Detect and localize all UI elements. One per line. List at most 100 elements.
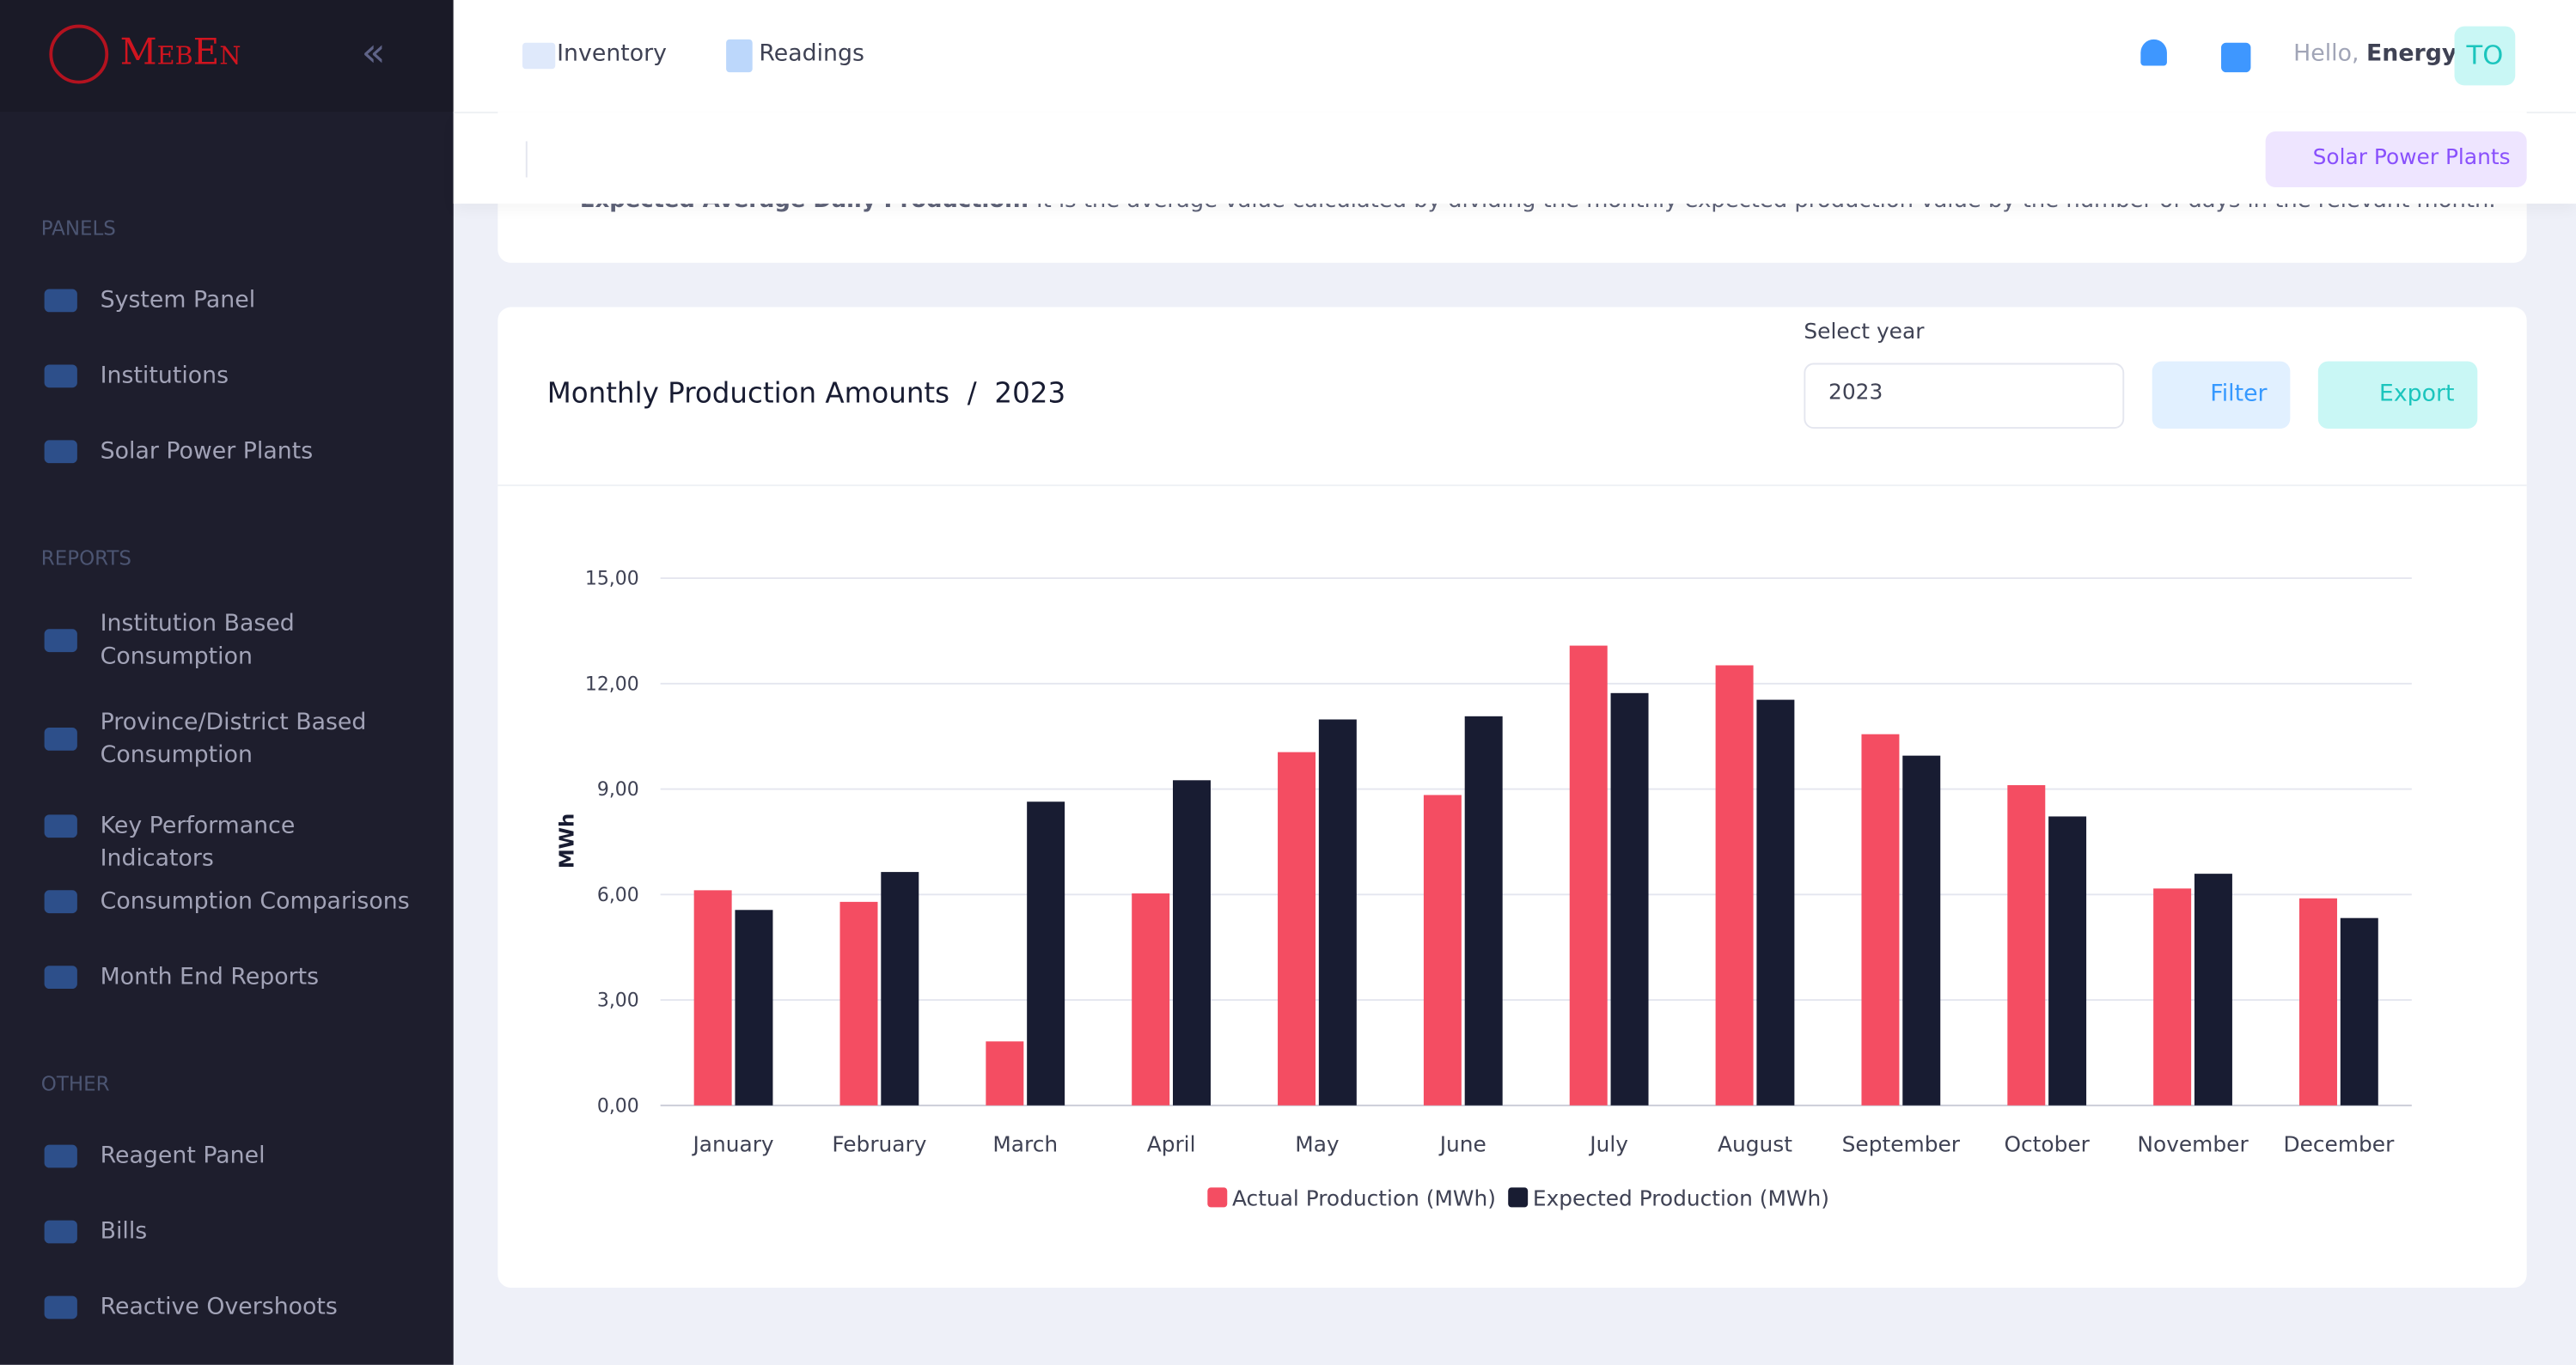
menu-item[interactable]: Province/District Based Consumption [100, 709, 367, 769]
menu-icon [44, 440, 77, 464]
y-tick-label: 3,00 [597, 990, 639, 1012]
menu-icon [44, 814, 77, 838]
section-title: OTHER [40, 1072, 110, 1096]
greeting-text: Hello, [2293, 40, 2359, 68]
bar [735, 910, 773, 1106]
bar [693, 890, 732, 1106]
x-tick-label: November [2137, 1131, 2249, 1156]
x-tick-label: April [1147, 1131, 1196, 1156]
x-tick-label: May [1295, 1131, 1339, 1156]
topbar: Inventory Readings Hello, Energy TO [453, 0, 2576, 113]
menu-item[interactable]: Month End Reports [100, 964, 320, 990]
menu-item[interactable]: Key Performance Indicators [100, 813, 296, 873]
user-name: Energy [2366, 40, 2457, 68]
bar [2299, 898, 2337, 1106]
bar [1173, 780, 1211, 1106]
bar [1318, 719, 1357, 1106]
separator: / [967, 377, 977, 411]
title: Monthly Production Amounts [546, 377, 950, 411]
menu-icon [44, 890, 77, 914]
bar [2007, 785, 2046, 1106]
chart: 0,00 3,00 6,00 9,00 12,00 15,00 MWh January Febr… [556, 569, 2412, 1210]
menu-icon [44, 728, 77, 751]
bar [2194, 874, 2232, 1106]
logo [49, 24, 109, 84]
action-button[interactable]: Solar Power Plants [2265, 131, 2527, 187]
x-tick-label: September [1842, 1131, 1961, 1156]
bar [1715, 665, 1754, 1106]
x-tick-label: February [832, 1131, 926, 1156]
bar [839, 901, 878, 1106]
y-axis-label: MWh [556, 814, 578, 868]
x-tick-label: June [1438, 1131, 1486, 1156]
bar [2153, 888, 2192, 1106]
tab[interactable]: Inventory [557, 40, 668, 68]
menu-item[interactable]: Institutions [100, 363, 229, 390]
subheader: Solar Power Plants [453, 113, 2576, 204]
avatar[interactable]: TO [2454, 26, 2516, 86]
bar [1464, 716, 1503, 1106]
menu-item[interactable]: Solar Power Plants [100, 438, 314, 466]
tab[interactable]: Readings [759, 40, 864, 68]
legend-label: Actual Production (MWh) [1232, 1185, 1496, 1210]
legend-swatch [1508, 1187, 1529, 1208]
select-label: Select year [1804, 320, 1925, 345]
menu-item[interactable]: System Panel [100, 287, 256, 314]
y-tick-label: 15,00 [585, 569, 639, 590]
y-tick-label: 6,00 [597, 885, 639, 906]
menu-item[interactable]: Consumption Comparisons [100, 888, 410, 915]
export-button[interactable]: Export [2317, 361, 2478, 430]
greeting: Hello, Energy [2293, 41, 2457, 68]
menu-item[interactable]: Institution Based Consumption [100, 611, 295, 671]
divider [525, 141, 528, 178]
menu-icon [44, 629, 77, 653]
y-tick-label: 0,00 [597, 1095, 639, 1117]
bar [1423, 795, 1462, 1106]
bar [1756, 699, 1795, 1106]
menu-icon [44, 289, 77, 313]
year: 2023 [994, 377, 1066, 411]
year-select[interactable]: 2023 [1804, 363, 2125, 430]
bar [881, 872, 919, 1106]
x-tick-label: October [2004, 1131, 2090, 1156]
sidebar: MebEn « PANELS System Panel Institutions So… [0, 0, 454, 1365]
menu-icon [44, 364, 77, 388]
bar [1902, 755, 1941, 1106]
bell[interactable] [2140, 39, 2167, 66]
y-tick-label: 12,00 [585, 673, 639, 695]
brand: MebEn [119, 33, 241, 75]
y-tick-label: 9,00 [597, 779, 639, 801]
collapse[interactable]: « [361, 29, 386, 76]
x-tick-label: July [1588, 1131, 1628, 1156]
legend-label: Expected Production (MWh) [1533, 1185, 1829, 1210]
bar [1610, 692, 1649, 1106]
divider [497, 484, 2527, 486]
x-tick-label: March [992, 1131, 1058, 1156]
brand-bar: MebEn « [0, 0, 454, 113]
menu-icon [44, 1220, 77, 1244]
legend-swatch [1207, 1187, 1228, 1208]
bar [2340, 917, 2378, 1106]
card-title: Monthly Production Amounts / 2023 [547, 378, 1065, 411]
apps[interactable] [2221, 42, 2251, 73]
menu-item[interactable]: Reactive Overshoots [100, 1294, 338, 1321]
filter-button[interactable]: Filter [2152, 361, 2291, 430]
tab-icon [522, 42, 556, 70]
x-tick-label: January [691, 1131, 773, 1156]
bar [2048, 816, 2087, 1106]
tab-icon [726, 39, 753, 73]
bar [1861, 734, 1900, 1106]
bar [1027, 801, 1065, 1106]
menu-icon [44, 966, 77, 990]
bar [1132, 893, 1170, 1106]
bar [986, 1041, 1024, 1106]
bar [1278, 752, 1316, 1106]
menu-icon [44, 1295, 77, 1319]
menu-item[interactable]: Bills [100, 1218, 148, 1246]
x-tick-label: August [1718, 1131, 1792, 1156]
menu-icon [44, 1144, 77, 1168]
menu-item[interactable]: Reagent Panel [100, 1143, 266, 1170]
section-title: REPORTS [40, 546, 131, 570]
